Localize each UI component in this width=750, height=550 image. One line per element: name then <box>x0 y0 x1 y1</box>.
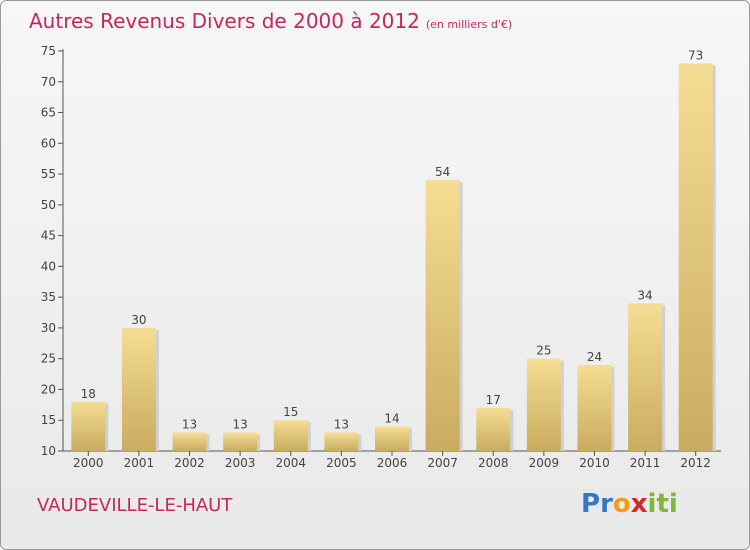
logo-letter: x <box>630 489 648 519</box>
data-label: 13 <box>233 418 248 432</box>
bar-2008 <box>476 407 511 451</box>
bar-2007 <box>425 180 460 451</box>
logo-letter: i <box>668 489 678 519</box>
x-tick-label: 2000 <box>73 456 104 470</box>
x-tick-label: 2012 <box>680 456 711 470</box>
bar-2010 <box>577 364 612 451</box>
y-tick-label: 15 <box>41 413 56 427</box>
data-label: 15 <box>283 405 298 419</box>
bar-2011 <box>628 303 663 451</box>
x-tick-label: 2001 <box>124 456 155 470</box>
bar-2000 <box>71 401 106 451</box>
x-tick-label: 2008 <box>478 456 509 470</box>
data-label: 18 <box>81 387 96 401</box>
logo-letter: r <box>600 489 613 519</box>
bar-2005 <box>324 432 359 451</box>
bar-2004 <box>273 420 308 451</box>
proxiti-logo[interactable]: Proxiti <box>581 489 678 519</box>
y-tick-label: 40 <box>41 259 56 273</box>
data-label: 17 <box>486 393 501 407</box>
logo-letter: t <box>656 489 669 519</box>
bar-2003 <box>223 432 258 451</box>
data-label: 54 <box>435 165 450 179</box>
x-tick-label: 2010 <box>579 456 610 470</box>
bar-2009 <box>526 358 561 451</box>
data-label: 14 <box>384 411 399 425</box>
y-tick-label: 35 <box>41 290 56 304</box>
chart-title: Autres Revenus Divers de 2000 à 2012 (en … <box>29 9 513 33</box>
x-axis: 2000 2001 2002 2003 2004 2005 2006 2007 2008 2009… <box>63 450 721 470</box>
data-label: 13 <box>182 418 197 432</box>
logo-letter: o <box>612 489 631 519</box>
bars <box>71 63 716 452</box>
bar-2012 <box>678 63 713 452</box>
y-axis: 10 15 20 25 30 35 40 45 50 55 60 65 70 75 <box>41 44 64 458</box>
data-labels: 18 30 13 13 15 13 14 54 17 25 24 34 73 <box>81 48 704 431</box>
data-label: 13 <box>334 418 349 432</box>
bar-2006 <box>375 426 409 451</box>
data-label: 24 <box>587 350 602 364</box>
y-tick-label: 55 <box>41 167 56 181</box>
x-tick-label: 2011 <box>630 456 661 470</box>
data-label: 25 <box>536 344 551 358</box>
x-tick-label: 2002 <box>174 456 205 470</box>
bar-2001 <box>121 327 156 451</box>
x-tick-label: 2006 <box>377 456 408 470</box>
y-tick-label: 75 <box>41 44 56 58</box>
x-tick-label: 2007 <box>427 456 458 470</box>
y-tick-label: 70 <box>41 75 56 89</box>
y-tick-label: 60 <box>41 136 56 150</box>
data-label: 34 <box>637 288 652 302</box>
x-tick-label: 2004 <box>275 456 306 470</box>
y-tick-label: 25 <box>41 352 56 366</box>
bar-2002 <box>172 432 207 451</box>
place-name: VAUDEVILLE-LE-HAUT <box>37 495 233 516</box>
y-tick-label: 20 <box>41 382 56 396</box>
x-tick-label: 2005 <box>326 456 357 470</box>
y-tick-label: 45 <box>41 229 56 243</box>
logo-letter: P <box>581 489 601 519</box>
y-tick-label: 30 <box>41 321 56 335</box>
y-tick-label: 10 <box>41 444 56 458</box>
y-tick-label: 65 <box>41 106 56 120</box>
x-tick-label: 2009 <box>529 456 560 470</box>
logo-letter: i <box>647 489 657 519</box>
chart-subtitle: (en milliers d'€) <box>425 18 513 31</box>
data-label: 30 <box>131 313 146 327</box>
data-label: 73 <box>688 48 703 62</box>
y-tick-label: 50 <box>41 198 56 212</box>
x-tick-label: 2003 <box>225 456 256 470</box>
